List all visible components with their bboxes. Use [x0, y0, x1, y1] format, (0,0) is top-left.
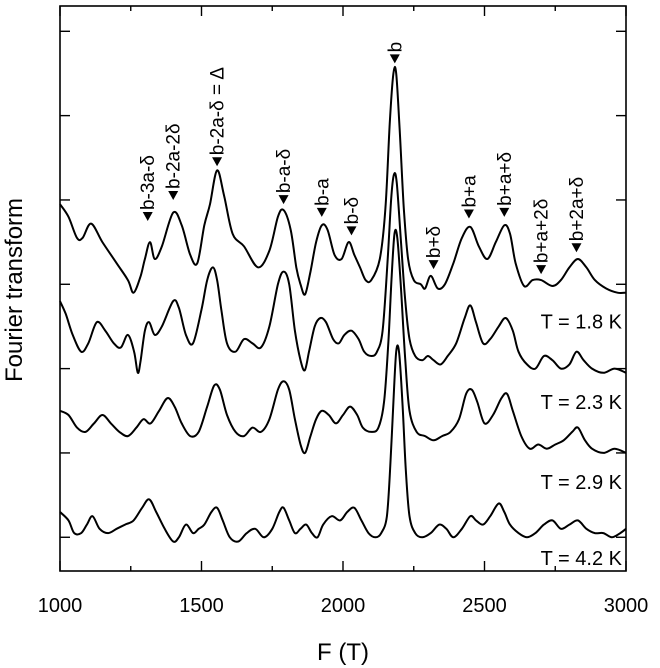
curve-series-4 [59, 344, 627, 543]
peak-label: b+a [459, 175, 480, 208]
peak-marker-triangle [389, 54, 400, 64]
temperature-label: T = 2.9 K [541, 472, 623, 494]
peak-label: b-a-δ [274, 149, 295, 193]
peak-label: b [385, 42, 406, 53]
curve-series-1 [59, 65, 627, 296]
peak-label: b-3a-δ [138, 155, 159, 210]
axis-ticks [59, 6, 627, 571]
temperature-label: T = 2.3 K [541, 392, 623, 414]
peak-label: b-δ [342, 197, 363, 224]
curve-series-3 [59, 228, 627, 455]
peak-label: b+a+2δ [532, 199, 553, 263]
temperature-label: T = 4.2 K [541, 548, 623, 570]
peak-markers: b-3a-δ b-2a-2δ b-2a-δ = Δ b-a-δ b-a b-δ b b+δ b+… [138, 42, 588, 275]
peak-marker-triangle [278, 195, 289, 205]
peak-marker-triangle [346, 226, 357, 236]
x-tick-label: 2000 [321, 595, 366, 617]
temperature-label: T = 1.8 K [541, 312, 623, 334]
curve-series-2 [59, 172, 627, 374]
peak-marker-triangle [463, 209, 474, 219]
peak-label: b-a [312, 178, 333, 206]
peak-marker-triangle [428, 260, 439, 270]
x-axis-label: F (T) [317, 639, 369, 666]
x-tick-label: 1500 [179, 595, 224, 617]
y-axis-label: Fourier transform [1, 198, 28, 382]
x-tick-label: 2500 [462, 595, 507, 617]
peak-label: b-2a-2δ [164, 123, 185, 189]
temperature-curves [59, 65, 627, 543]
peak-marker-triangle [499, 207, 510, 217]
peak-marker-triangle [168, 190, 179, 200]
peak-label: b-2a-δ = Δ [208, 67, 229, 156]
peak-label: b+a+δ [495, 152, 516, 206]
peak-label: b+δ [424, 226, 445, 258]
peak-marker-triangle [571, 243, 582, 253]
peak-marker-triangle [316, 207, 327, 217]
peak-marker-triangle [212, 157, 223, 167]
x-tick-labels: 1000 1500 2000 2500 3000 [38, 595, 649, 617]
temperature-labels: T = 1.8 K T = 2.3 K T = 2.9 K T = 4.2 K [541, 312, 623, 570]
peak-label: b+2a+δ [567, 177, 588, 241]
x-tick-label: 1000 [38, 595, 83, 617]
peak-marker-triangle [536, 265, 547, 275]
x-tick-label: 3000 [604, 595, 649, 617]
peak-marker-triangle [142, 212, 153, 222]
